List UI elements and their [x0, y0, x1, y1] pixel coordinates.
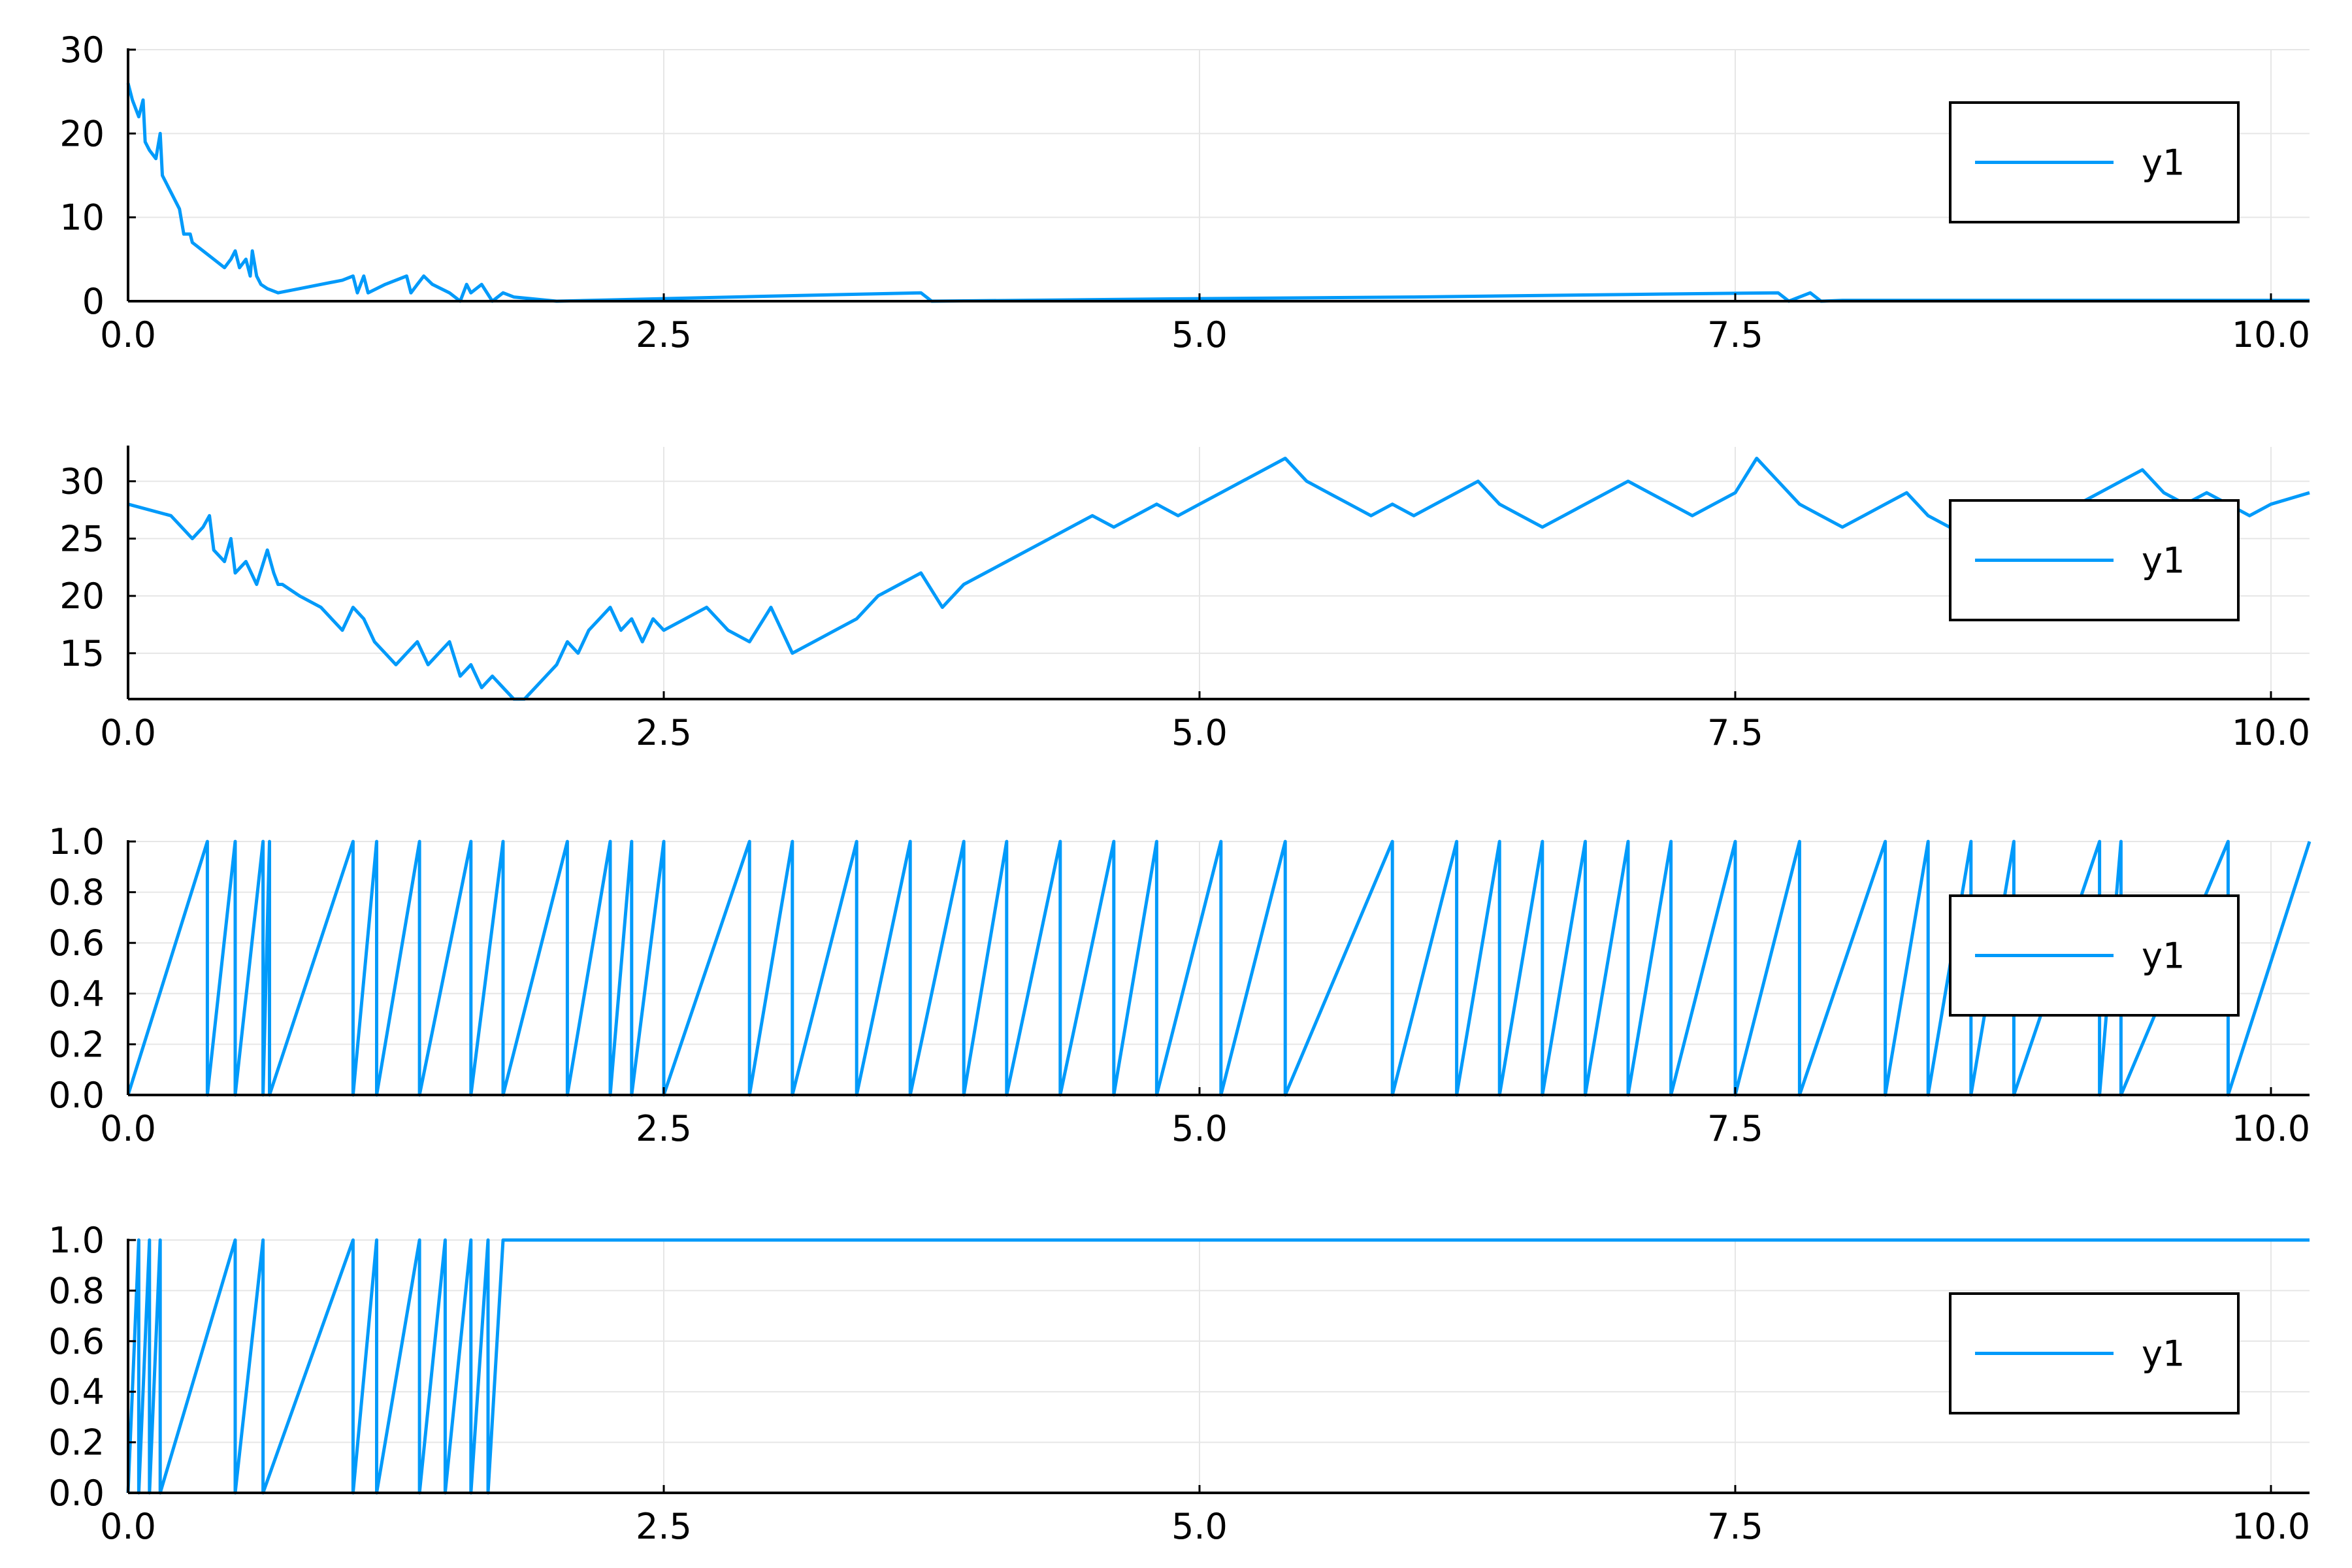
x-tick-label-4: 10.0: [2232, 314, 2310, 355]
legend-label: y1: [2142, 142, 2185, 184]
y-tick-label-0: 0.0: [48, 1473, 105, 1514]
x-tick-label-1: 2.5: [636, 1108, 692, 1149]
x-tick-label-2: 5.0: [1171, 712, 1228, 753]
x-tick-label-2: 5.0: [1171, 1506, 1228, 1547]
y-tick-label-4: 0.8: [48, 872, 105, 913]
y-tick-label-3: 0.6: [48, 1321, 105, 1362]
x-tick-label-4: 10.0: [2232, 1108, 2310, 1149]
x-tick-label-0: 0.0: [100, 314, 156, 355]
x-tick-label-2: 5.0: [1171, 314, 1228, 355]
y-tick-label-0: 0.0: [48, 1075, 105, 1116]
x-tick-label-0: 0.0: [100, 1506, 156, 1547]
legend: y1: [1949, 1292, 2240, 1414]
y-tick-label-0: 0: [82, 281, 105, 322]
y-tick-label-2: 0.4: [48, 1371, 105, 1413]
y-tick-label-1: 10: [59, 197, 105, 238]
subplot-4: 0.0 2.5 5.0 7.5 10.0 0.0 0.2 0.4 0.6 0.8 1.0 y1: [48, 1220, 2310, 1547]
series-line-1: [126, 840, 2311, 1097]
y-tick-label-2: 20: [59, 113, 105, 154]
legend-label: y1: [2142, 1333, 2185, 1375]
x-tick-label-1: 2.5: [636, 314, 692, 355]
y-tick-label-3: 30: [59, 29, 105, 71]
y-tick-label-1: 0.2: [48, 1422, 105, 1463]
y-tick-label-1: 0.2: [48, 1024, 105, 1065]
x-tick-label-3: 7.5: [1707, 712, 1763, 753]
y-tick-label-2: 0.4: [48, 973, 105, 1015]
series-line-1: [127, 457, 2310, 701]
y-tick-label-1: 20: [59, 576, 105, 617]
subplot-3: 0.0 2.5 5.0 7.5 10.0 0.0 0.2 0.4 0.6 0.8 1.0 y1: [48, 821, 2311, 1149]
legend: y1: [1949, 101, 2240, 223]
y-tick-label-5: 1.0: [48, 1220, 105, 1261]
legend-label: y1: [2142, 540, 2185, 581]
y-tick-label-4: 0.8: [48, 1270, 105, 1311]
x-tick-label-1: 2.5: [636, 1506, 692, 1547]
x-tick-label-4: 10.0: [2232, 1506, 2310, 1547]
x-tick-label-0: 0.0: [100, 1108, 156, 1149]
legend: y1: [1949, 894, 2240, 1017]
y-tick-label-2: 25: [59, 518, 105, 559]
y-tick-label-3: 0.6: [48, 923, 105, 964]
subplot-2: 0.0 2.5 5.0 7.5 10.0 15 20 25 30 y1: [59, 446, 2310, 753]
x-tick-label-3: 7.5: [1707, 314, 1763, 355]
x-tick-label-0: 0.0: [100, 712, 156, 753]
x-tick-label-1: 2.5: [636, 712, 692, 753]
y-tick-label-0: 15: [59, 633, 105, 674]
legend: y1: [1949, 499, 2240, 621]
x-tick-label-3: 7.5: [1707, 1108, 1763, 1149]
y-tick-label-3: 30: [59, 461, 105, 502]
subplot-1: 0.0 2.5 5.0 7.5 10.0 0 10 20 30 y1: [59, 29, 2310, 355]
x-tick-label-2: 5.0: [1171, 1108, 1228, 1149]
y-tick-label-5: 1.0: [48, 821, 105, 862]
x-tick-label-3: 7.5: [1707, 1506, 1763, 1547]
legend-label: y1: [2142, 936, 2185, 977]
x-tick-label-4: 10.0: [2232, 712, 2310, 753]
